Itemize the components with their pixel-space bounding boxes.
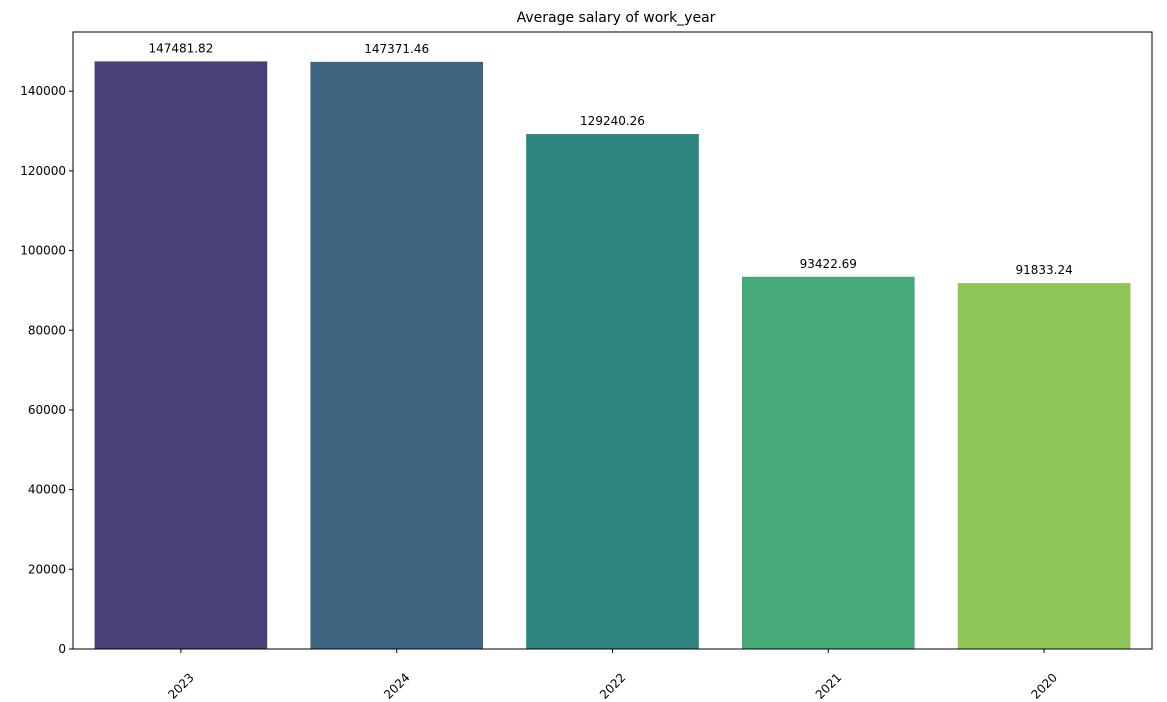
y-tick-label-100000: 100000	[20, 244, 66, 258]
y-axis: 0 20000 40000 60000 80000 100000 120000 140000	[20, 84, 73, 656]
bar-2024	[310, 61, 484, 649]
bar-2020	[957, 283, 1131, 649]
x-tick-label-2020: 2020	[1029, 670, 1060, 701]
data-label-2022: 129240.26	[580, 114, 645, 128]
data-label-2023: 147481.82	[148, 41, 213, 55]
bar-2022	[526, 134, 699, 649]
x-tick-label-2024: 2024	[381, 670, 412, 701]
data-labels-group: 147481.82 147371.46 129240.26 93422.69 91833…	[148, 41, 1072, 277]
chart-title: Average salary of work_year	[517, 10, 716, 26]
data-label-2020: 91833.24	[1015, 263, 1072, 277]
bars-group	[94, 61, 1131, 650]
y-tick-label-0: 0	[58, 642, 66, 656]
y-tick-label-140000: 140000	[20, 84, 66, 98]
data-label-2021: 93422.69	[800, 257, 857, 271]
y-tick-label-80000: 80000	[28, 323, 66, 337]
x-tick-label-2021: 2021	[813, 670, 844, 701]
x-tick-label-2022: 2022	[597, 670, 628, 701]
plot-frame	[72, 31, 1153, 650]
bar-2023	[94, 61, 268, 650]
y-tick-label-20000: 20000	[28, 562, 66, 576]
y-tick-label-40000: 40000	[28, 483, 66, 497]
y-tick-label-60000: 60000	[28, 403, 66, 417]
data-label-2024: 147371.46	[364, 42, 429, 56]
x-tick-label-2023: 2023	[165, 670, 196, 701]
bar-2021	[741, 276, 915, 649]
x-axis: 2023 2024 2022 2021 2020	[165, 649, 1060, 702]
y-tick-label-120000: 120000	[20, 164, 66, 178]
